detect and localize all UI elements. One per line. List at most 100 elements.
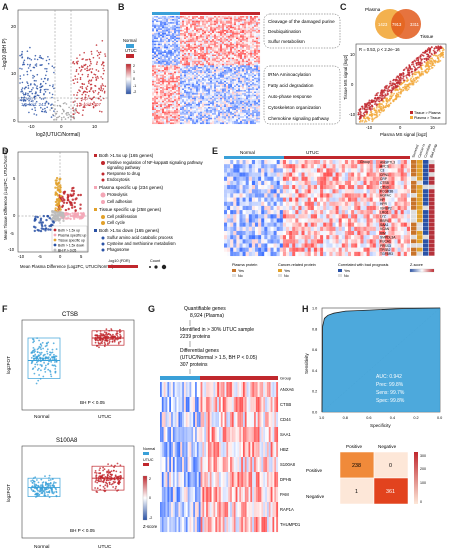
panel-g-gene-label: THUMPD1 — [280, 522, 300, 527]
panel-g-gene-label: DPH5 — [280, 477, 292, 482]
panel-e-legend-cancer-yes: Yes — [284, 269, 290, 273]
panel-g-legend-normal: Normal — [143, 447, 155, 451]
panel-d-g2-t1: Proteolysis — [107, 192, 127, 197]
panel-g-flow-2-sub: 2239 proteins — [180, 334, 211, 340]
panel-h-xtick: 0.0 — [437, 416, 442, 420]
panel-h-auc: AUC: 0.942 — [376, 374, 402, 380]
panel-e-gene-label: PRSS3 — [380, 244, 391, 248]
panel-b-term-bot-3: Auto-phase response — [268, 94, 312, 99]
panel-c-legend-b: Plasma > Tissue — [414, 116, 440, 120]
panel-a-down-count: 1.5-fold: 243 — [21, 102, 47, 107]
panel-h-cm-row-pos: Positive — [306, 468, 323, 473]
panel-h-cm-col-neg: Negative — [378, 444, 397, 449]
panel-g-gene-label: PAM — [280, 492, 289, 497]
panel-f-boxplots: CTSB log2FOT BH P < 0.05 Normal UTUC S10… — [6, 312, 135, 550]
panel-e-legend-z: Z-score — [410, 263, 423, 267]
panel-e-legend-plasma-no: No — [238, 274, 243, 278]
panel-b-cb-5: -2 — [133, 90, 136, 94]
panel-d-g3-t2: Cell cycle — [107, 220, 126, 225]
panel-a-volcano: −log10 (BH P) log2(UTUC/Normal) -10 0 10… — [2, 9, 109, 138]
panel-c-ytick-2: 0 — [351, 82, 354, 87]
panel-e-heatmap: Normal UTUC Group ANGPTL3APCSC3CPN1CRPCT… — [224, 144, 440, 278]
panel-h-xtick: 0.6 — [366, 416, 371, 420]
panel-d-legend-3: Tissue specific up — [58, 239, 85, 243]
panel-c-xtick-1: -10 — [366, 125, 373, 130]
panel-d-letter: D — [2, 146, 9, 156]
panel-g-cb-2: 0 — [149, 496, 151, 500]
panel-g-flow-heatmap: Quantifiable genes 8,924 (Plasma) Identi… — [142, 306, 300, 533]
panel-a-xtick-2: 0 — [60, 124, 63, 129]
panel-d-xlabel: Mean Plasma Difference (Log2FC, UTUC/Nor… — [20, 264, 114, 269]
panel-d-group-2-title: Plasma specific up (234 genes) — [99, 185, 164, 190]
panel-c-venn-mid-n: 7913 — [392, 22, 402, 27]
panel-b-legend-normal: Normal — [123, 38, 137, 43]
panel-h-cm-fp-cell — [339, 477, 375, 505]
panel-e-side-4: Bad prognosis — [429, 144, 440, 158]
panel-e-legend-cancer-no: No — [284, 274, 289, 278]
panel-b-cb-4: -1 — [133, 84, 136, 88]
panel-e-col-normal: Normal — [240, 150, 255, 155]
panel-h-xlabel: Specificity — [370, 423, 391, 428]
panel-d-legend-2: Plasma specific up — [58, 234, 86, 238]
panel-g-flow-1-sub: 8,924 (Plasma) — [190, 313, 224, 319]
panel-h-cm-tn: 361 — [386, 489, 395, 495]
panel-c-letter: C — [340, 2, 347, 12]
panel-d-g1-t3: Endocytosis — [107, 177, 130, 182]
panel-a-letter: A — [2, 2, 9, 12]
panel-c-ytick-1: -10 — [349, 112, 356, 117]
panel-g-group-label: Group — [280, 376, 292, 381]
panel-g-legend-utuc: UTUC — [143, 458, 154, 462]
panel-d-group-4-title: Both >1.5x down (165 genes) — [99, 228, 160, 233]
panel-f-plot1-g2: UTUC — [98, 414, 112, 420]
panel-c-venn-left-n: 1423 — [378, 22, 388, 27]
panel-b-term-top-3: Sulfur metabolism — [268, 39, 305, 44]
panel-h-cm-tp-cell — [339, 451, 375, 479]
panel-c-ytick-3: 10 — [350, 52, 355, 57]
panel-d-ytick-1: 5 — [13, 176, 16, 181]
panel-a-xtick-1: -10 — [28, 124, 35, 129]
panel-e-side-2: Cancer related — [417, 144, 428, 158]
panel-f-plot2-stat: BH P < 0.05 — [70, 528, 95, 533]
panel-h-ytick: 0.4 — [312, 369, 317, 373]
panel-g-gene-label: HBZ — [280, 447, 289, 452]
panel-h-cb-2: 200 — [420, 467, 426, 471]
panel-h-ytick: 1.0 — [312, 307, 317, 311]
panel-h-cm-row-neg: Negative — [306, 494, 325, 499]
panel-f-plot1-title: CTSB — [62, 312, 78, 318]
panel-c-xtick-2: 0 — [399, 125, 402, 130]
panel-h-sens: Sens: 99.7% — [376, 390, 405, 396]
panel-a-ylabel: −log10 (BH P) — [2, 38, 8, 70]
panel-e-gene-label: FCGR3B — [380, 190, 394, 194]
panel-h-cm-tn-cell — [373, 477, 409, 505]
panel-c-xlabel: Plasma MS signal [log2] — [380, 132, 427, 137]
panel-e-gene-label: LYZ — [380, 215, 386, 219]
panel-d-group-3-title: Tissue specific up (258 genes) — [99, 207, 162, 212]
panel-a-xtick-3: 10 — [92, 124, 98, 129]
panel-c-xtick-3: 10 — [430, 125, 435, 130]
panel-e-gene-label: HGFAC — [380, 194, 392, 198]
panel-b-term-bot-1: tRNA Aminoacylation — [268, 72, 311, 77]
panel-e-gene-label: CRP — [380, 177, 388, 181]
panel-h-ytick: 0.0 — [312, 411, 317, 415]
panel-b-legend-utuc: UTUC — [125, 48, 137, 53]
panel-e-gene-label: SMPDL3A — [380, 236, 396, 240]
panel-h-cb-1: 300 — [420, 454, 426, 458]
panel-a-xlabel: log2(UTUC/Normal) — [36, 132, 81, 138]
panel-e-gene-label: RBP4 — [380, 219, 389, 223]
panel-h-ytick: 0.6 — [312, 348, 317, 352]
panel-d-legend: Both > 1.5x up Plasma specific up Tissue… — [51, 225, 88, 253]
panel-g-flow-3-sub2: 307 proteins — [180, 362, 208, 368]
panel-b-cb-2: 1 — [133, 70, 135, 74]
panel-d-size-title: -log10 (FDR) — [108, 259, 131, 263]
panel-b-heatmap: Normal UTUC 2 1 0 -1 -2 Cleavage of the … — [123, 12, 341, 125]
panel-d-g1-t1b: signaling pathway — [107, 165, 141, 170]
panel-a-up-count: 1.5-fold: 307 — [76, 102, 102, 107]
panel-g-zscore: Z-score — [143, 524, 158, 529]
panel-d-g1-t2: Response to drug — [107, 171, 141, 176]
panel-h-xtick: 0.4 — [390, 416, 395, 420]
panel-g-cb-1: 2 — [149, 477, 151, 481]
panel-d-g1-t1: Positive regulation of NF-kappaB signali… — [107, 160, 204, 165]
panel-h-ylabel: Sensitivity — [304, 353, 309, 374]
panel-h-cb-3: 100 — [420, 481, 426, 485]
panel-g-cb-3: -2 — [149, 516, 152, 520]
